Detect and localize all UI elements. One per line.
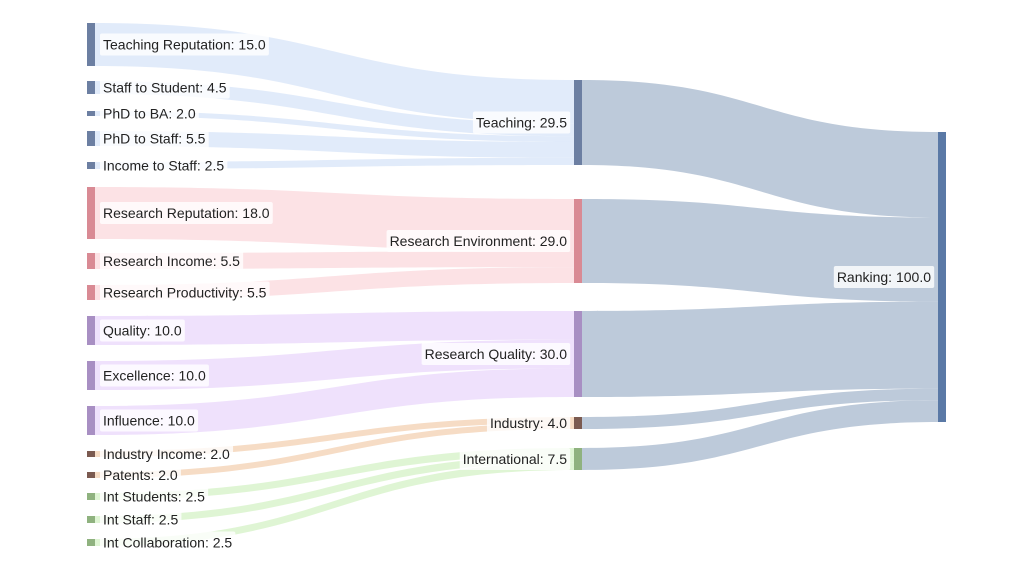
node-label-text: Quality: 10.0 bbox=[103, 323, 182, 339]
node-label-text: International: 7.5 bbox=[463, 451, 568, 467]
link-phd_staff-to-teaching[interactable] bbox=[95, 131, 574, 158]
node-income_staff[interactable] bbox=[87, 162, 95, 169]
node-label-research_prod: Research Productivity: 5.5 bbox=[100, 281, 270, 304]
link-industry_income-to-industry[interactable] bbox=[95, 417, 574, 457]
node-label-text: Research Income: 5.5 bbox=[103, 253, 240, 269]
node-research_prod[interactable] bbox=[87, 285, 95, 300]
node-label-teaching: Teaching: 29.5 bbox=[472, 111, 571, 134]
node-label-int_staff: Int Staff: 2.5 bbox=[100, 508, 182, 531]
node-label-phd_ba: PhD to BA: 2.0 bbox=[100, 102, 199, 125]
node-research_rep[interactable] bbox=[87, 187, 95, 239]
node-label-text: Influence: 10.0 bbox=[103, 413, 195, 429]
node-int_collab[interactable] bbox=[87, 539, 95, 546]
node-label-income_staff: Income to Staff: 2.5 bbox=[100, 154, 228, 177]
node-label-text: Industry Income: 2.0 bbox=[103, 446, 230, 462]
node-label-text: Income to Staff: 2.5 bbox=[103, 158, 224, 174]
node-influence[interactable] bbox=[87, 406, 95, 435]
node-label-text: Teaching: 29.5 bbox=[476, 115, 567, 131]
node-research_quality[interactable] bbox=[574, 311, 582, 397]
link-teaching-to-ranking[interactable] bbox=[582, 80, 938, 218]
node-label-text: Ranking: 100.0 bbox=[837, 269, 931, 285]
node-label-text: Staff to Student: 4.5 bbox=[103, 80, 227, 96]
node-teaching_rep[interactable] bbox=[87, 23, 95, 66]
link-industry-to-ranking[interactable] bbox=[582, 388, 938, 429]
node-label-ranking: Ranking: 100.0 bbox=[833, 266, 935, 288]
node-label-text: Int Collaboration: 2.5 bbox=[103, 535, 232, 551]
node-int_students[interactable] bbox=[87, 493, 95, 500]
node-label-text: Research Environment: 29.0 bbox=[390, 233, 568, 249]
node-label-text: Research Productivity: 5.5 bbox=[103, 285, 267, 301]
link-int_collab-to-international[interactable] bbox=[95, 462, 574, 546]
node-label-text: PhD to BA: 2.0 bbox=[103, 106, 196, 122]
node-int_staff[interactable] bbox=[87, 516, 95, 523]
node-label-text: Int Staff: 2.5 bbox=[103, 512, 178, 528]
node-excellence[interactable] bbox=[87, 361, 95, 390]
node-label-text: Industry: 4.0 bbox=[490, 415, 567, 431]
link-influence-to-research_quality[interactable] bbox=[95, 368, 574, 435]
node-label-text: Excellence: 10.0 bbox=[103, 368, 206, 384]
node-international[interactable] bbox=[574, 448, 582, 470]
node-label-teaching_rep: Teaching Reputation: 15.0 bbox=[100, 33, 269, 56]
node-research_income[interactable] bbox=[87, 253, 95, 269]
node-label-industry: Industry: 4.0 bbox=[486, 412, 571, 434]
node-industry[interactable] bbox=[574, 417, 582, 429]
node-label-text: PhD to Staff: 5.5 bbox=[103, 131, 206, 147]
node-label-text: Teaching Reputation: 15.0 bbox=[103, 37, 266, 53]
node-label-research_quality: Research Quality: 30.0 bbox=[421, 343, 571, 365]
node-label-text: Int Students: 2.5 bbox=[103, 489, 205, 505]
node-patents[interactable] bbox=[87, 472, 95, 478]
node-research_env[interactable] bbox=[574, 199, 582, 283]
node-industry_income[interactable] bbox=[87, 451, 95, 457]
node-label-research_env: Research Environment: 29.0 bbox=[386, 230, 571, 252]
link-quality-to-research_quality[interactable] bbox=[95, 311, 574, 345]
node-label-industry_income: Industry Income: 2.0 bbox=[100, 443, 234, 465]
node-label-research_income: Research Income: 5.5 bbox=[100, 250, 244, 272]
node-label-text: Research Quality: 30.0 bbox=[425, 346, 568, 362]
node-phd_ba[interactable] bbox=[87, 111, 95, 116]
node-label-text: Patents: 2.0 bbox=[103, 467, 178, 483]
node-teaching[interactable] bbox=[574, 80, 582, 165]
node-label-phd_staff: PhD to Staff: 5.5 bbox=[100, 127, 209, 150]
node-label-int_collab: Int Collaboration: 2.5 bbox=[100, 531, 236, 554]
node-staff_student[interactable] bbox=[87, 81, 95, 94]
link-int_staff-to-international[interactable] bbox=[95, 455, 574, 523]
node-label-research_rep: Research Reputation: 18.0 bbox=[100, 202, 273, 224]
link-patents-to-industry[interactable] bbox=[95, 423, 574, 478]
node-label-int_students: Int Students: 2.5 bbox=[100, 485, 209, 508]
node-label-excellence: Excellence: 10.0 bbox=[100, 364, 209, 387]
node-phd_staff[interactable] bbox=[87, 131, 95, 146]
link-phd_ba-to-teaching[interactable] bbox=[95, 111, 574, 142]
link-int_students-to-international[interactable] bbox=[95, 448, 574, 500]
node-label-influence: Influence: 10.0 bbox=[100, 409, 199, 432]
node-quality[interactable] bbox=[87, 316, 95, 345]
node-label-staff_student: Staff to Student: 4.5 bbox=[100, 76, 230, 99]
node-label-international: International: 7.5 bbox=[459, 448, 571, 470]
node-label-quality: Quality: 10.0 bbox=[100, 319, 185, 342]
node-label-patents: Patents: 2.0 bbox=[100, 464, 181, 486]
node-ranking[interactable] bbox=[938, 132, 946, 422]
node-label-text: Research Reputation: 18.0 bbox=[103, 205, 270, 221]
link-research_quality-to-ranking[interactable] bbox=[582, 301, 938, 397]
link-international-to-ranking[interactable] bbox=[582, 400, 938, 470]
